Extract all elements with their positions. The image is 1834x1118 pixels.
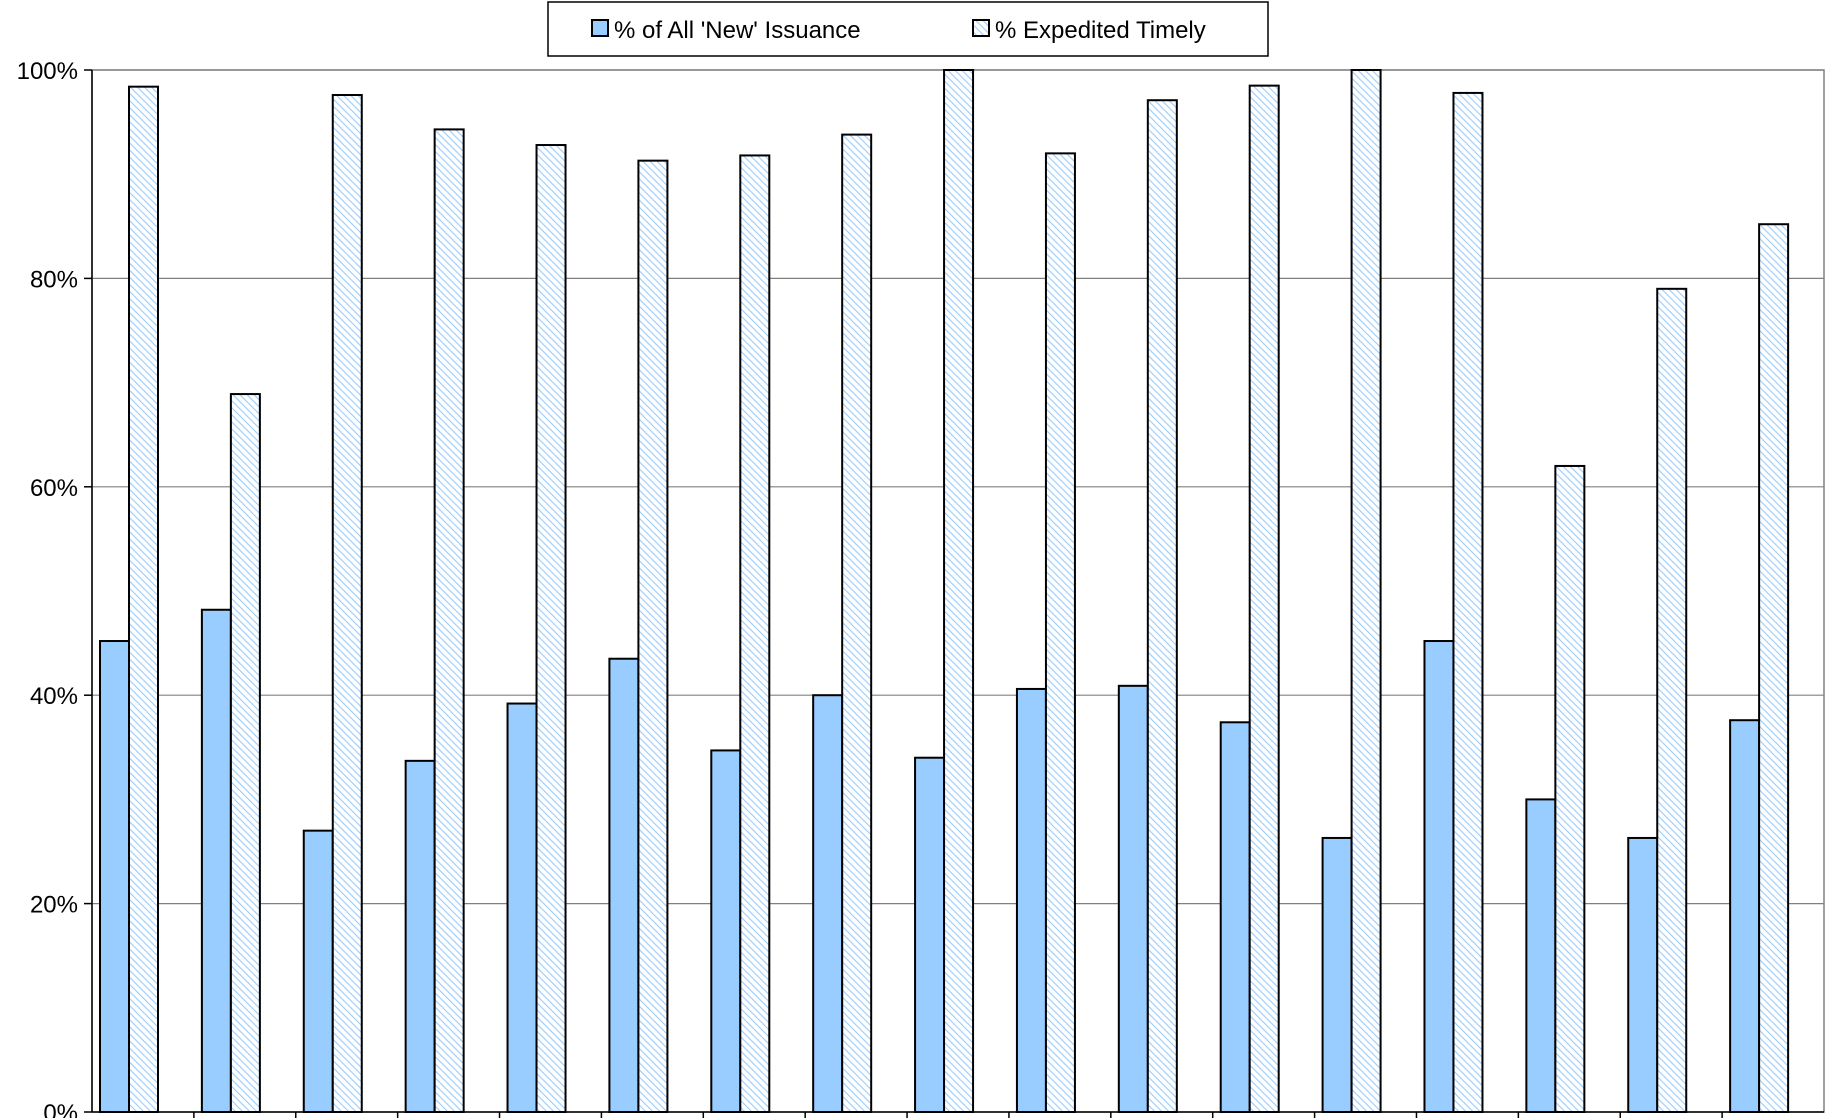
bar-series2-4: [433, 128, 465, 1114]
legend-label-1: % of All 'New' Issuance: [614, 17, 861, 44]
bar-series2-15: [1554, 464, 1586, 1113]
bar-series1-2: [200, 608, 232, 1113]
bar-series2-7: [739, 154, 771, 1114]
bar-series2-17: [1758, 223, 1790, 1113]
bar-series1-8: [812, 694, 844, 1113]
legend-label-2: % Expedited Timely: [995, 17, 1206, 44]
y-tick-label: 0%: [43, 1100, 78, 1118]
y-tick-label: 80%: [30, 266, 78, 293]
bar-series1-12: [1219, 721, 1251, 1113]
y-tick-label: 20%: [30, 892, 78, 919]
legend: % of All 'New' Issuance % Expedited Timel…: [547, 1, 1269, 57]
axes: 0% 20% 40% 60% 80% 100%: [17, 58, 1824, 1118]
bar-series2-12: [1248, 84, 1280, 1113]
y-tick-label: 100%: [17, 58, 78, 85]
bar-series2-16: [1656, 287, 1688, 1113]
bars: [99, 69, 1790, 1114]
bar-series2-3: [331, 94, 363, 1114]
bar-series1-7: [710, 749, 742, 1114]
bar-series1-17: [1729, 719, 1761, 1113]
bar-series2-13: [1350, 69, 1382, 1113]
bar-series2-1: [128, 85, 159, 1113]
bar-series2-10: [1044, 152, 1076, 1114]
bar-series1-1: [99, 640, 130, 1113]
bar-series1-16: [1627, 836, 1659, 1113]
bar-series1-6: [608, 657, 640, 1113]
bar-series1-13: [1321, 836, 1353, 1113]
bar-series1-9: [914, 756, 946, 1113]
bar-series2-11: [1146, 99, 1178, 1113]
bar-series1-4: [404, 759, 436, 1113]
bar-series1-15: [1525, 798, 1557, 1114]
legend-swatch-2: [972, 19, 990, 37]
bar-series2-5: [535, 144, 567, 1114]
bar-series2-9: [943, 69, 975, 1113]
legend-box: [547, 1, 1269, 57]
bar-series2-14: [1452, 91, 1484, 1113]
bar-series1-14: [1423, 640, 1455, 1113]
bar-series2-8: [841, 133, 873, 1113]
bar-series2-2: [229, 393, 261, 1113]
bar-series1-5: [506, 702, 538, 1113]
legend-swatch-1: [591, 19, 609, 37]
y-tick-label: 60%: [30, 475, 78, 502]
bar-series1-3: [302, 829, 334, 1113]
bar-series1-11: [1117, 684, 1149, 1114]
bar-series2-6: [637, 159, 669, 1114]
bar-series1-10: [1015, 687, 1047, 1113]
y-tick-label: 40%: [30, 683, 78, 710]
